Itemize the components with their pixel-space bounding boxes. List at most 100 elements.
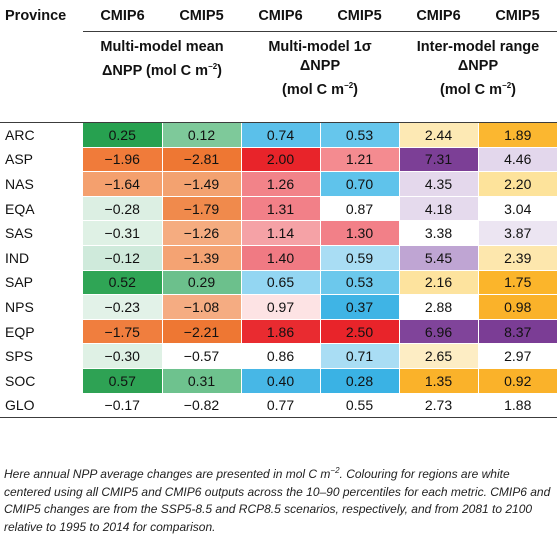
- table-row: SOC 0.57 0.31 0.40 0.28 1.35 0.92: [0, 368, 557, 394]
- group-metric: ΔNPP: [299, 58, 341, 74]
- value-cell: 2.20: [477, 171, 557, 197]
- value-cell: 2.39: [477, 245, 557, 271]
- group-unit: (mol C m−2): [282, 81, 358, 98]
- group-header-row: Multi-model mean ΔNPP (mol C m−2) Multi-…: [0, 31, 557, 123]
- table-row: SPS −0.30 −0.57 0.86 0.71 2.65 2.97: [0, 343, 557, 369]
- blank-cell: [0, 31, 83, 123]
- value-cell: 1.88: [477, 393, 557, 419]
- value-cell: 5.45: [398, 245, 478, 271]
- value-cell: −0.17: [83, 393, 162, 419]
- value-cell: −0.23: [83, 294, 162, 320]
- value-cell: 1.26: [240, 171, 320, 197]
- province-cell: NAS: [0, 171, 83, 197]
- col-header: CMIP6: [399, 0, 478, 32]
- value-cell: 2.00: [240, 147, 320, 173]
- value-cell: 0.37: [319, 294, 399, 320]
- province-cell: EQP: [0, 319, 83, 345]
- value-cell: 3.87: [477, 220, 557, 246]
- value-cell: 0.57: [83, 368, 162, 394]
- value-cell: 0.29: [161, 270, 241, 296]
- value-cell: 0.28: [319, 368, 399, 394]
- value-cell: 0.12: [161, 122, 241, 148]
- value-cell: −1.79: [161, 196, 241, 222]
- value-cell: 4.18: [398, 196, 478, 222]
- province-cell: NPS: [0, 294, 83, 320]
- group-header-range: Inter-model range ΔNPP (mol C m−2): [399, 31, 557, 123]
- value-cell: 1.30: [319, 220, 399, 246]
- value-cell: 0.65: [240, 270, 320, 296]
- table-row: SAS −0.31 −1.26 1.14 1.30 3.38 3.87: [0, 220, 557, 246]
- value-cell: 1.14: [240, 220, 320, 246]
- group-unit: (mol C m−2): [440, 81, 516, 98]
- value-cell: 1.35: [398, 368, 478, 394]
- value-cell: 0.31: [161, 368, 241, 394]
- npp-change-table: Province CMIP6 CMIP5 CMIP6 CMIP5 CMIP6 C…: [0, 0, 557, 419]
- value-cell: −0.28: [83, 196, 162, 222]
- province-cell: SAS: [0, 220, 83, 246]
- value-cell: 1.89: [477, 122, 557, 148]
- value-cell: −2.21: [161, 319, 241, 345]
- col-header: CMIP5: [478, 0, 557, 32]
- table-row: EQP −1.75 −2.21 1.86 2.50 6.96 8.37: [0, 319, 557, 345]
- value-cell: 4.46: [477, 147, 557, 173]
- value-cell: 2.50: [319, 319, 399, 345]
- value-cell: 0.77: [240, 393, 320, 419]
- value-cell: 0.59: [319, 245, 399, 271]
- value-cell: 1.21: [319, 147, 399, 173]
- table-row: EQA −0.28 −1.79 1.31 0.87 4.18 3.04: [0, 196, 557, 222]
- value-cell: 0.74: [240, 122, 320, 148]
- value-cell: 2.16: [398, 270, 478, 296]
- value-cell: −1.75: [83, 319, 162, 345]
- value-cell: −1.26: [161, 220, 241, 246]
- value-cell: −0.31: [83, 220, 162, 246]
- province-cell: EQA: [0, 196, 83, 222]
- value-cell: 0.98: [477, 294, 557, 320]
- col-header: CMIP5: [162, 0, 241, 32]
- value-cell: −1.08: [161, 294, 241, 320]
- table-row: IND −0.12 −1.39 1.40 0.59 5.45 2.39: [0, 245, 557, 271]
- value-cell: 0.71: [319, 343, 399, 369]
- value-cell: 2.73: [398, 393, 478, 419]
- value-cell: 1.75: [477, 270, 557, 296]
- value-cell: −0.12: [83, 245, 162, 271]
- group-header-mean: Multi-model mean ΔNPP (mol C m−2): [83, 31, 241, 123]
- col-header: CMIP5: [320, 0, 399, 32]
- group-unit: ΔNPP (mol C m−2): [102, 62, 222, 79]
- table-row: NAS −1.64 −1.49 1.26 0.70 4.35 2.20: [0, 171, 557, 197]
- value-cell: 2.97: [477, 343, 557, 369]
- column-header-row: Province CMIP6 CMIP5 CMIP6 CMIP5 CMIP6 C…: [0, 0, 557, 32]
- value-cell: 8.37: [477, 319, 557, 345]
- value-cell: 0.52: [83, 270, 162, 296]
- table-footnote: Here annual NPP average changes are pres…: [4, 466, 551, 534]
- value-cell: −0.82: [161, 393, 241, 419]
- value-cell: 7.31: [398, 147, 478, 173]
- value-cell: −1.64: [83, 171, 162, 197]
- value-cell: 0.25: [83, 122, 162, 148]
- province-cell: ASP: [0, 147, 83, 173]
- value-cell: −2.81: [161, 147, 241, 173]
- group-title: Multi-model 1σ: [268, 39, 372, 55]
- value-cell: −0.30: [83, 343, 162, 369]
- value-cell: −1.49: [161, 171, 241, 197]
- value-cell: 1.40: [240, 245, 320, 271]
- value-cell: 1.31: [240, 196, 320, 222]
- value-cell: 2.88: [398, 294, 478, 320]
- value-cell: −0.57: [161, 343, 241, 369]
- group-header-sigma: Multi-model 1σ ΔNPP (mol C m−2): [241, 31, 399, 123]
- value-cell: −1.39: [161, 245, 241, 271]
- value-cell: 3.38: [398, 220, 478, 246]
- province-cell: IND: [0, 245, 83, 271]
- value-cell: 0.92: [477, 368, 557, 394]
- value-cell: 0.53: [319, 122, 399, 148]
- col-header: CMIP6: [241, 0, 320, 32]
- table-row: GLO −0.17 −0.82 0.77 0.55 2.73 1.88: [0, 393, 557, 419]
- value-cell: 0.70: [319, 171, 399, 197]
- province-cell: GLO: [0, 393, 83, 419]
- province-cell: SAP: [0, 270, 83, 296]
- province-cell: ARC: [0, 122, 83, 148]
- value-cell: 1.86: [240, 319, 320, 345]
- table-row: SAP 0.52 0.29 0.65 0.53 2.16 1.75: [0, 270, 557, 296]
- value-cell: 2.65: [398, 343, 478, 369]
- group-title: Inter-model range: [416, 39, 540, 55]
